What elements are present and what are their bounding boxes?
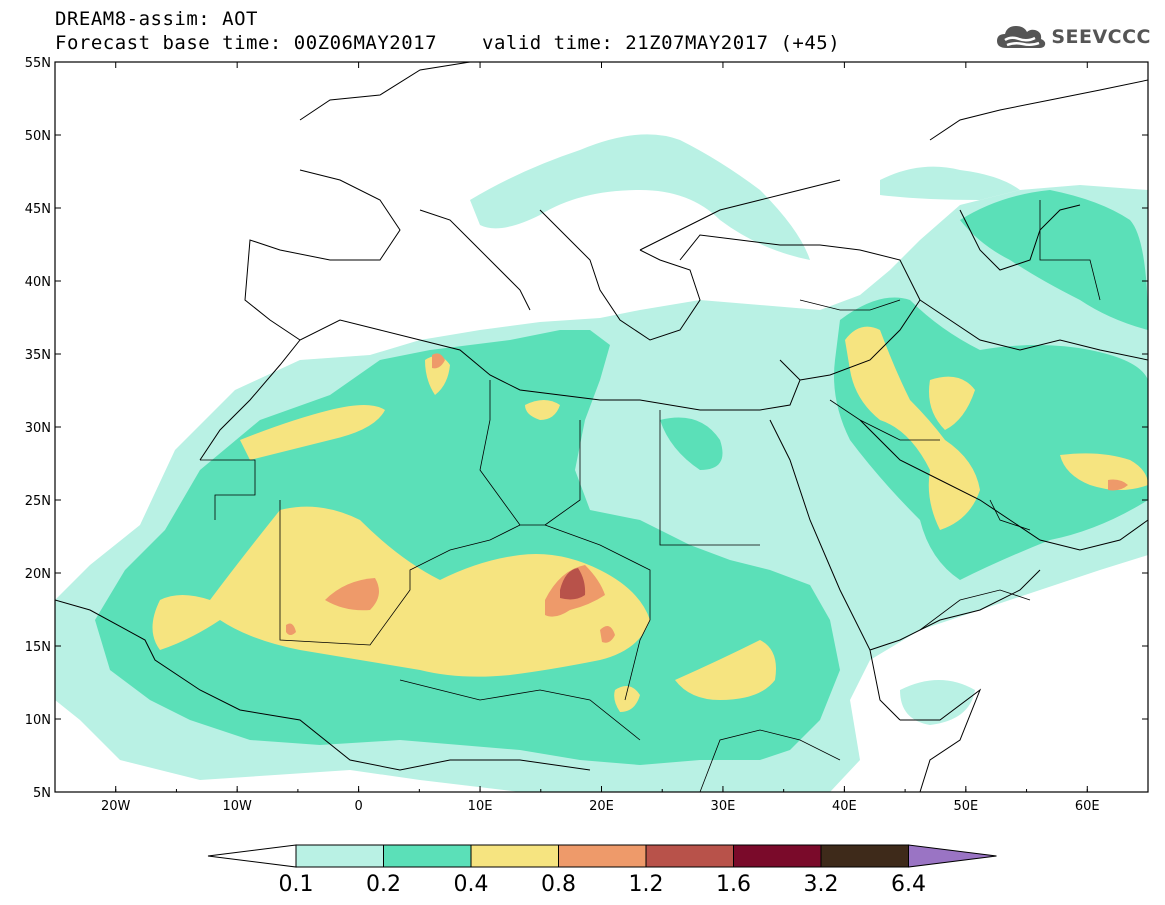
longitude-ticks [54,62,1149,792]
colorbar-box [383,844,472,868]
lon-label: 0 [354,799,362,814]
colorbar-label: 6.4 [891,872,926,897]
colorbar-box [733,844,822,868]
lon-label: 60E [1075,799,1100,814]
lon-label: 20W [101,799,131,814]
longitude-labels: 20W 10W 0 10E 20E 30E 40E 50E 60E [101,799,1100,814]
colorbar-box [558,844,647,868]
colorbar-box [470,844,559,868]
lon-label: 30E [711,799,736,814]
lat-label: 25N [25,494,51,509]
colorbar-box [820,844,909,868]
lon-label: 10E [468,799,493,814]
lat-label: 30N [25,421,51,436]
colorbar-box [645,844,734,868]
colorbar-label: 0.4 [454,872,489,897]
seevccc-logo: SEEVCCC [995,22,1151,52]
colorbar-label: 0.8 [541,872,576,897]
colorbar-label: 1.6 [716,872,751,897]
lon-label: 40E [832,799,857,814]
lon-label: 10W [222,799,252,814]
colorbar-label: 1.2 [629,872,664,897]
lon-label: 20E [589,799,614,814]
lon-label: 50E [953,799,978,814]
colorbar-label: 0.2 [366,872,401,897]
colorbar-max-triangle [908,844,997,868]
colorbar-box [295,844,384,868]
coastlines [55,62,1148,792]
aot-contour-1.2 [560,568,586,600]
cloud-icon [997,26,1046,48]
colorbar-label: 0.1 [279,872,314,897]
lat-label: 50N [25,129,51,144]
aot-contour-0.4 [152,326,1148,712]
lat-label: 45N [25,202,51,217]
lat-label: 55N [25,56,51,71]
forecast-base-time: Forecast base time: 00Z06MAY2017 [55,32,438,54]
map-title: DREAM8-assim: AOT [55,8,258,30]
lat-label: 35N [25,348,51,363]
lat-label: 10N [25,713,51,728]
lat-label: 5N [33,786,51,801]
latitude-ticks [55,61,1148,793]
colorbar-label: 3.2 [804,872,839,897]
latitude-labels: 55N 50N 45N 40N 35N 30N 25N 20N 15N 10N 5N [25,56,51,801]
lat-label: 20N [25,567,51,582]
logo-text: SEEVCCC [1051,26,1151,48]
lat-label: 40N [25,275,51,290]
country-borders [200,200,1101,792]
valid-time: valid time: 21Z07MAY2017 (+45) [482,32,841,54]
colorbar-min-triangle [207,844,297,868]
lat-label: 15N [25,640,51,655]
